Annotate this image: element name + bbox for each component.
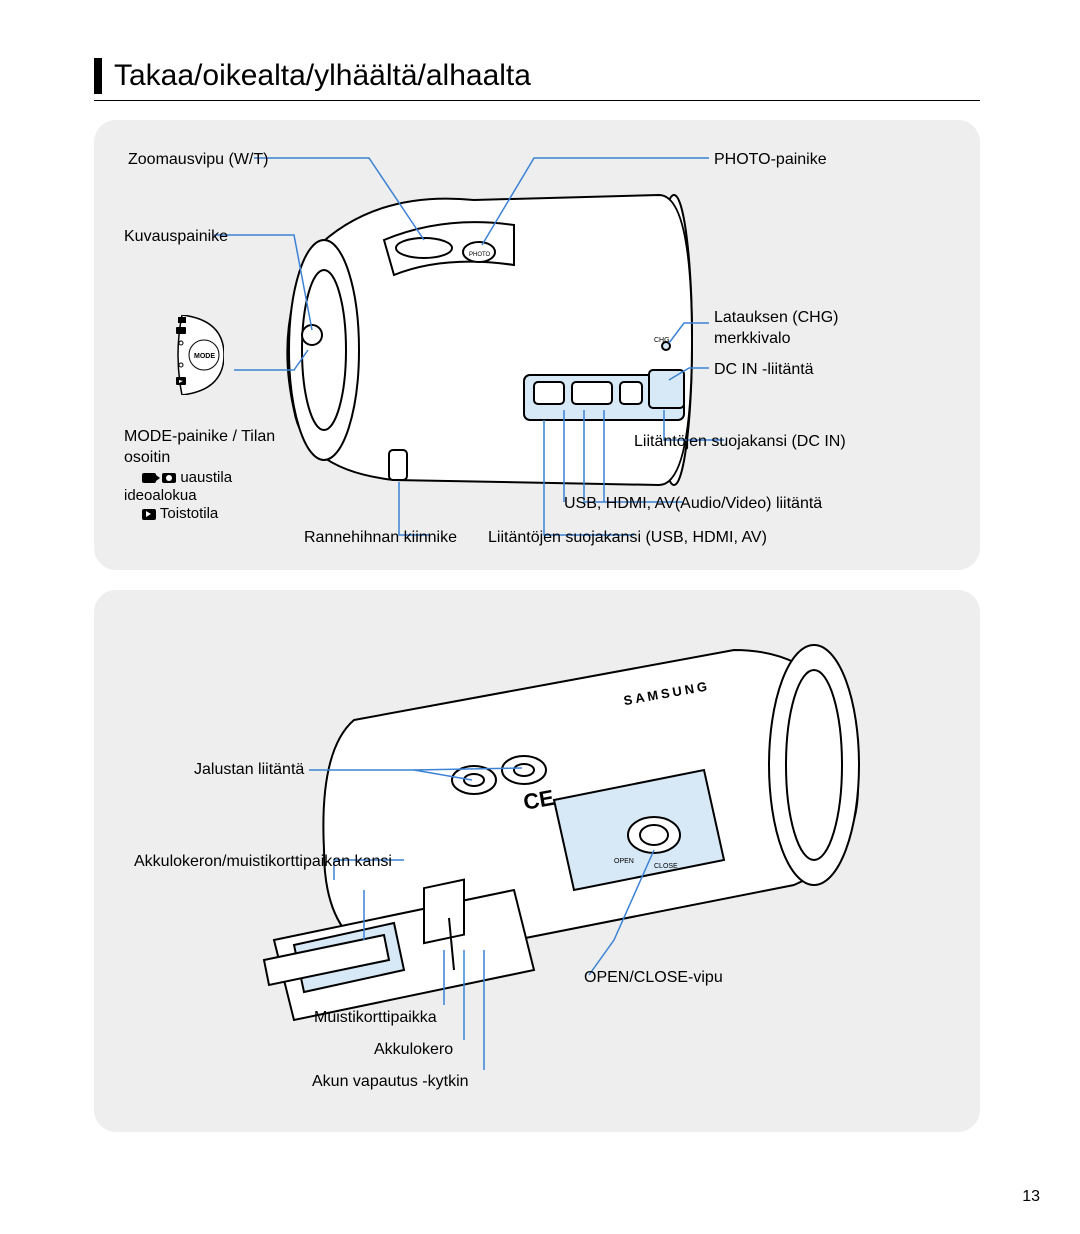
label-record: Kuvauspainike bbox=[124, 227, 228, 248]
label-jack-cover-usb: Liitäntöjen suojakansi (USB, HDMI, AV) bbox=[488, 528, 767, 549]
label-usb-hdmi-av: USB, HDMI, AV(Audio/Video) liitäntä bbox=[564, 494, 822, 515]
page-number: 13 bbox=[1022, 1188, 1040, 1206]
page-title: Takaa/oikealta/ylhäältä/alhaalta bbox=[94, 58, 531, 94]
label-memory-slot: Muistikorttipaikka bbox=[314, 1008, 437, 1029]
mode-label: MODE bbox=[194, 353, 215, 360]
label-strap: Rannehihnan kiinnike bbox=[304, 528, 457, 549]
label-battery-slot: Akkulokero bbox=[374, 1040, 453, 1061]
label-batt-release: Akun vapautus -kytkin bbox=[312, 1072, 469, 1093]
svg-text:CHG: CHG bbox=[654, 337, 670, 344]
svg-text:CLOSE: CLOSE bbox=[654, 863, 678, 870]
label-dcin: DC IN -liitäntä bbox=[714, 360, 814, 381]
label-mode-play: Toistotila bbox=[142, 504, 218, 524]
label-mode-btn: MODE-painike / Tilan osoitin bbox=[124, 427, 284, 469]
svg-text:PHOTO: PHOTO bbox=[469, 252, 491, 258]
label-mode-rec2: ideoalokua bbox=[124, 486, 197, 506]
label-jack-cover-dcin: Liitäntöjen suojakansi (DC IN) bbox=[634, 432, 846, 453]
label-photo: PHOTO-painike bbox=[714, 150, 827, 171]
label-open-close: OPEN/CLOSE-vipu bbox=[584, 968, 723, 989]
label-batt-cover: Akkulokeron/muistikorttipaikan kansi bbox=[134, 852, 392, 873]
svg-text:OPEN: OPEN bbox=[614, 858, 634, 865]
label-chg: Latauksen (CHG) merkkivalo bbox=[714, 308, 914, 350]
svg-text:CE: CE bbox=[521, 785, 555, 815]
label-zoom: Zoomausvipu (W/T) bbox=[128, 150, 268, 171]
panel-bottom-view: SAMSUNG CE OPEN CLOSE bbox=[94, 590, 980, 1132]
panel-rear-right-top: PHOTO CHG bbox=[94, 120, 980, 570]
label-tripod: Jalustan liitäntä bbox=[194, 760, 304, 781]
video-icon bbox=[142, 473, 156, 483]
mode-button-inset: MODE bbox=[174, 315, 224, 395]
title-underline bbox=[94, 100, 980, 101]
camera-icon bbox=[162, 473, 176, 483]
label-mode-rec: uaustila bbox=[142, 468, 232, 488]
play-icon bbox=[142, 509, 156, 520]
